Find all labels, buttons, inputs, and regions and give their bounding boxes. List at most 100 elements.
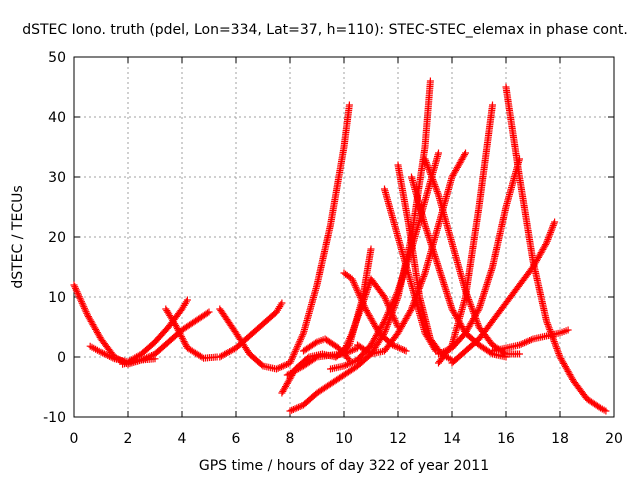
data-point-marker (429, 177, 437, 185)
data-point-marker (391, 316, 399, 324)
data-point-marker (564, 326, 572, 334)
data-point-marker (602, 407, 610, 415)
series-track (300, 335, 353, 364)
data-point-marker (427, 172, 435, 180)
series-track (86, 296, 191, 366)
data-point-marker (474, 320, 482, 328)
data-point-marker (345, 101, 353, 109)
data-point-marker (81, 306, 89, 314)
data-point-marker (347, 347, 355, 355)
data-point-marker (389, 299, 397, 307)
series-track (340, 269, 410, 355)
data-point-marker (353, 287, 361, 295)
data-point-marker (288, 406, 296, 414)
data-point-marker (75, 291, 82, 299)
data-point-marker (72, 286, 80, 294)
data-point-marker (428, 174, 436, 182)
data-point-marker (78, 299, 86, 307)
data-point-marker (429, 176, 437, 184)
data-point-marker (286, 359, 294, 367)
data-point-marker (97, 348, 105, 356)
data-point-marker (350, 346, 358, 353)
y-tick-label: 10 (48, 290, 66, 306)
x-tick-label: 20 (605, 431, 623, 447)
data-point-marker (381, 327, 389, 335)
data-point-marker (387, 306, 394, 314)
series-track (70, 281, 159, 368)
series-track (408, 173, 510, 361)
series-track (162, 305, 221, 362)
data-point-marker (102, 351, 110, 359)
data-point-marker (526, 337, 534, 344)
data-point-marker (419, 274, 427, 282)
data-point-marker (521, 339, 529, 347)
data-point-marker (467, 301, 475, 309)
data-point-marker (345, 360, 353, 368)
data-point-marker (543, 319, 551, 327)
data-point-marker (350, 278, 358, 286)
data-point-marker (148, 352, 156, 359)
data-point-marker (387, 308, 395, 316)
data-point-marker (489, 101, 496, 109)
data-point-marker (424, 164, 432, 172)
data-point-marker (554, 348, 562, 356)
data-point-marker (347, 359, 355, 367)
data-point-marker (70, 281, 78, 289)
data-point-marker (544, 322, 552, 330)
data-point-marker (294, 342, 301, 350)
data-point-marker (392, 343, 400, 350)
data-point-marker (297, 334, 305, 342)
data-point-marker (279, 362, 287, 370)
data-point-marker (555, 350, 563, 358)
data-point-marker (467, 302, 475, 310)
data-point-marker (390, 297, 397, 305)
data-point-marker (178, 333, 186, 341)
data-point-marker (546, 326, 554, 334)
data-point-marker (386, 305, 394, 313)
data-point-marker (312, 354, 319, 362)
series-track (489, 326, 572, 355)
data-point-marker (383, 312, 391, 320)
data-point-marker (291, 349, 298, 357)
data-point-marker (384, 310, 391, 318)
data-point-marker (83, 309, 91, 317)
data-point-marker (399, 346, 407, 353)
data-point-marker (176, 329, 184, 337)
data-point-marker (431, 182, 439, 190)
data-point-marker (418, 278, 426, 286)
data-point-marker (278, 299, 286, 307)
x-tick-label: 0 (70, 431, 79, 447)
data-point-marker (433, 188, 441, 196)
x-tick-label: 14 (443, 431, 461, 447)
data-point-marker (179, 336, 187, 344)
data-point-marker (407, 307, 415, 315)
data-point-marker (426, 77, 434, 85)
data-point-marker (355, 290, 363, 298)
x-tick-label: 4 (178, 431, 187, 447)
data-point-marker (358, 297, 366, 305)
data-point-marker (466, 299, 474, 307)
y-axis-label: dSTEC / TECUs (10, 185, 26, 288)
data-point-marker (424, 162, 432, 170)
data-point-marker (348, 275, 356, 283)
data-point-marker (436, 349, 444, 357)
data-point-marker (390, 313, 397, 321)
data-point-marker (289, 352, 297, 360)
data-point-marker (431, 181, 439, 189)
data-point-marker (422, 158, 430, 166)
data-point-marker (367, 245, 375, 253)
data-point-marker (384, 300, 391, 308)
data-point-marker (435, 149, 442, 157)
x-tick-label: 12 (389, 431, 407, 447)
data-point-marker (178, 334, 186, 342)
data-point-marker (344, 355, 352, 362)
data-point-marker (550, 338, 558, 346)
data-point-marker (426, 167, 433, 175)
data-point-marker (426, 169, 434, 177)
data-point-marker (462, 149, 469, 157)
data-point-marker (356, 292, 364, 300)
data-point-marker (517, 340, 525, 348)
data-point-marker (427, 170, 435, 178)
data-point-marker (385, 303, 393, 311)
series-track (119, 308, 213, 368)
